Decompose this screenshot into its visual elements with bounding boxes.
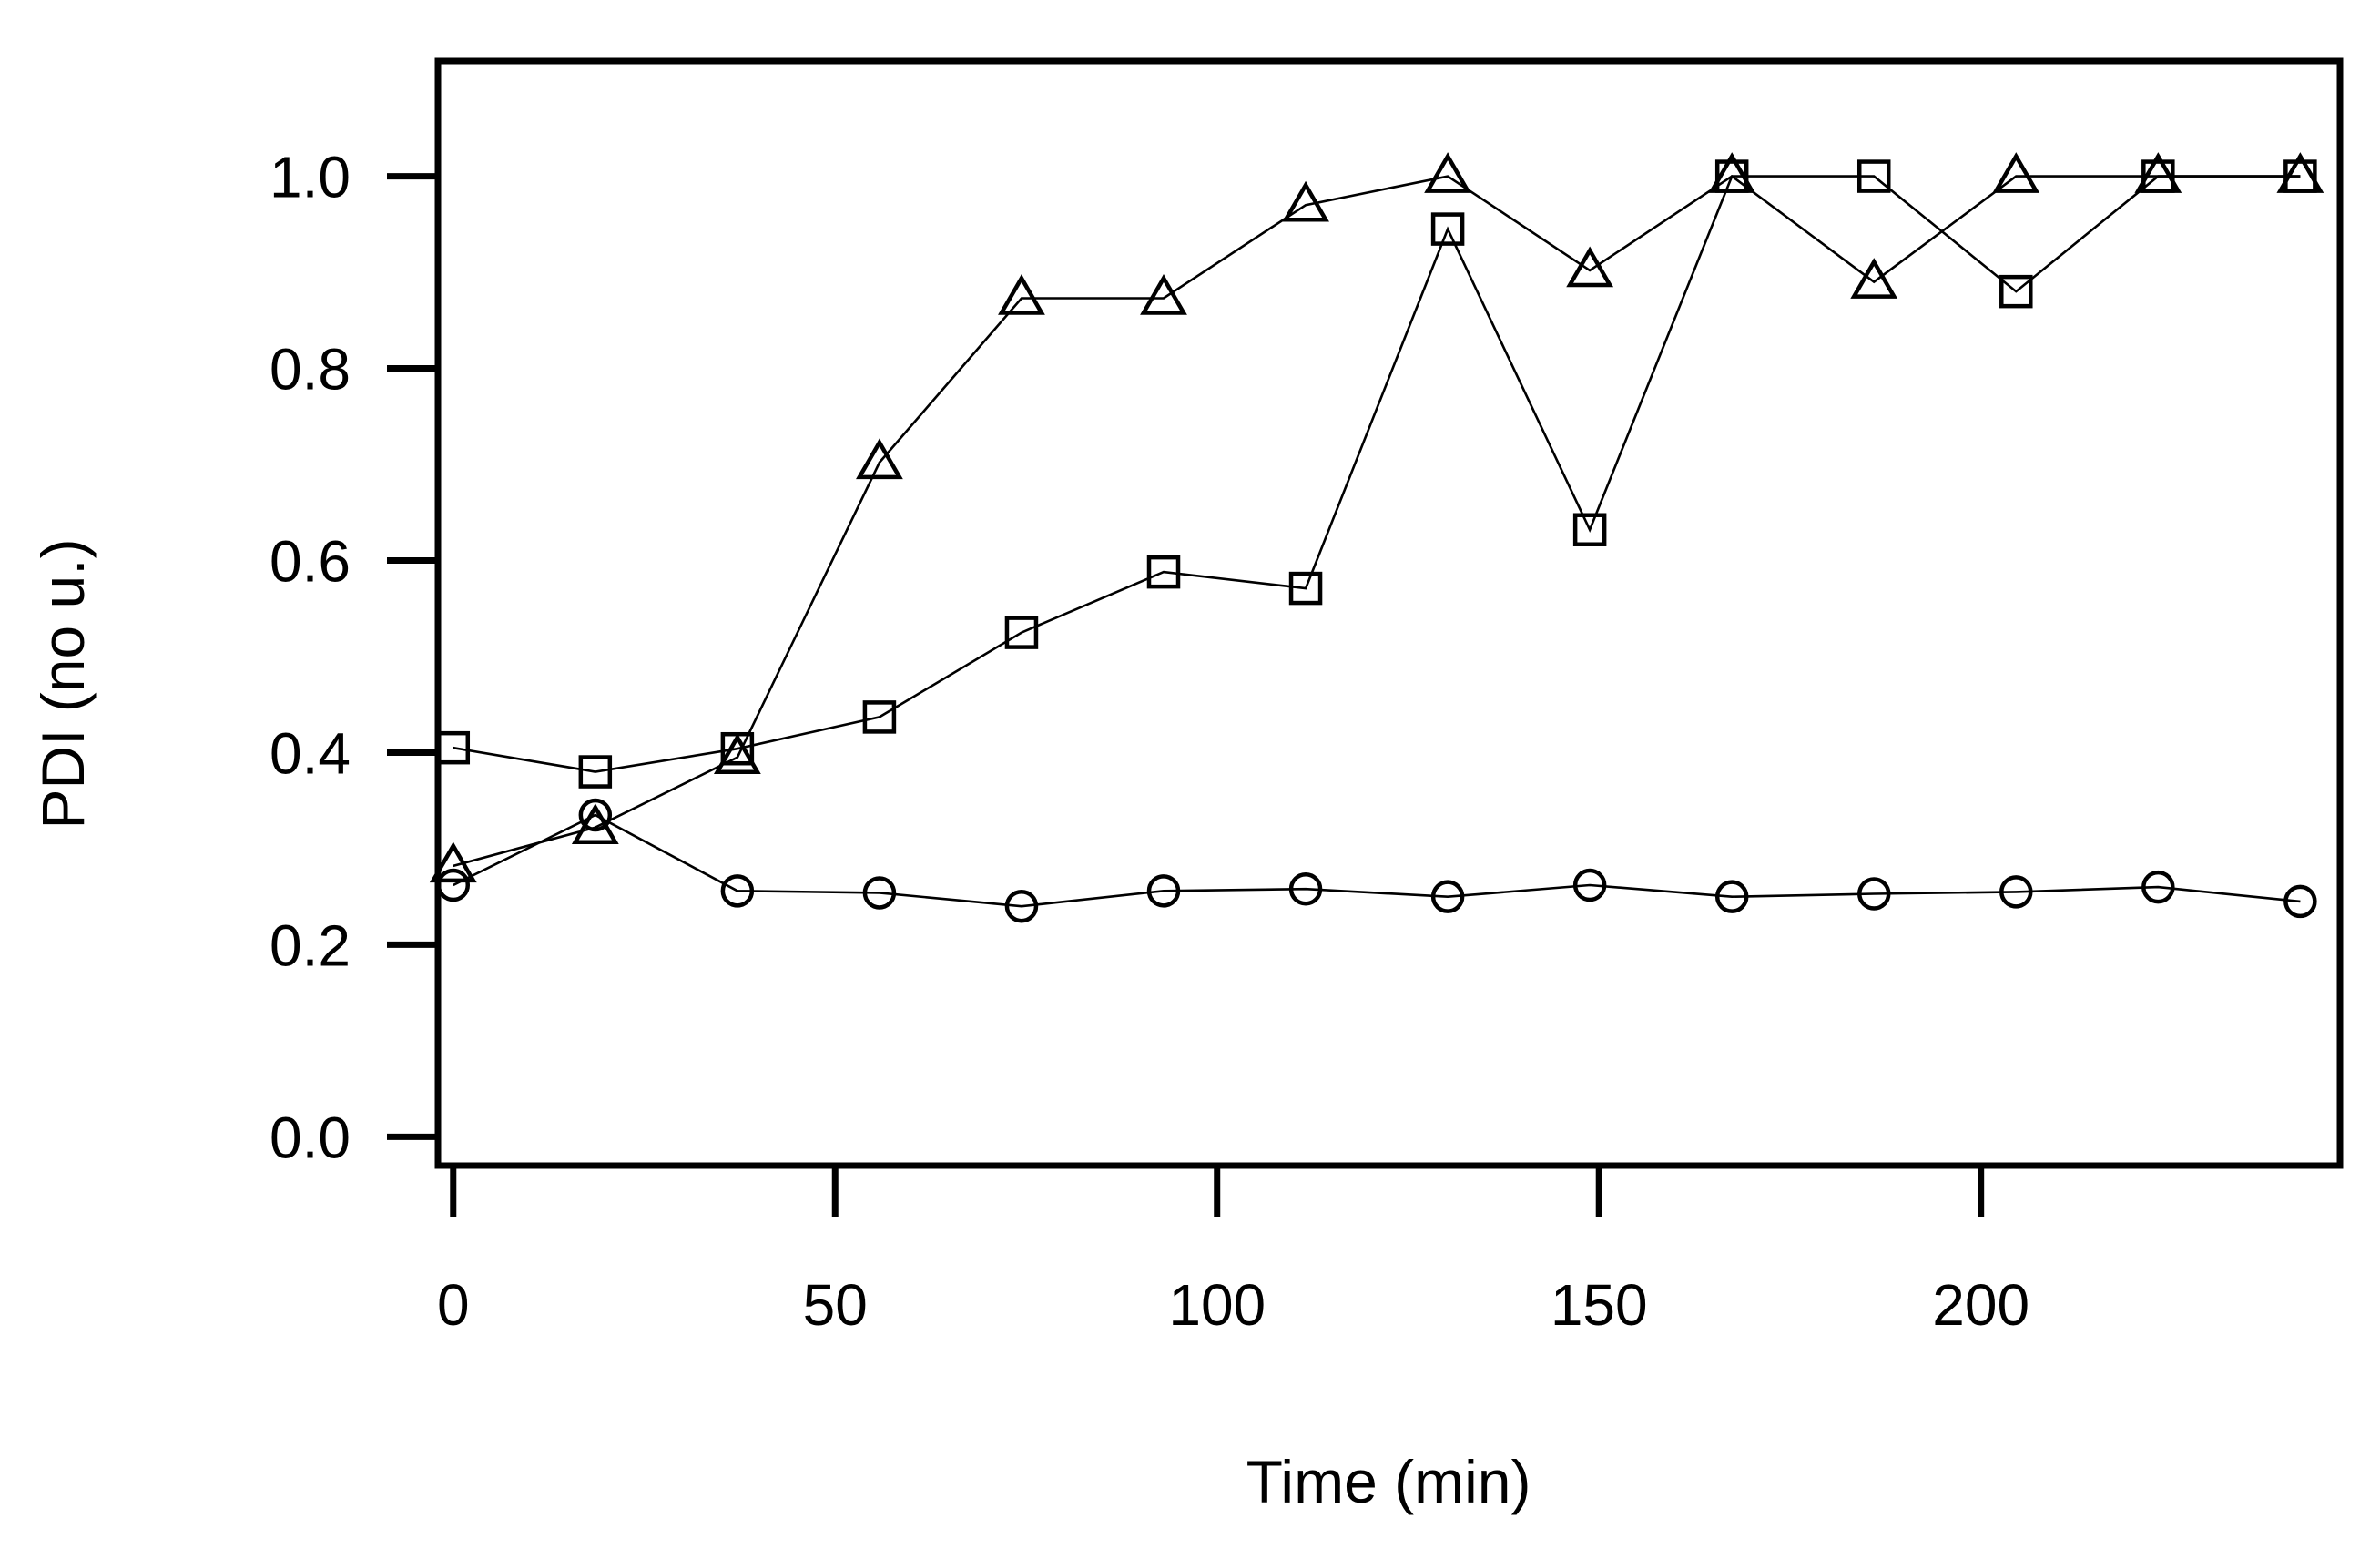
- series-circles: [436, 798, 2317, 923]
- circle-point-8: [1572, 868, 1607, 902]
- triangle-point-11: [1992, 152, 2040, 193]
- circle-point-2: [720, 874, 755, 908]
- circle-point-1: [578, 798, 613, 832]
- y-tick-label-0.2: 0.2: [270, 912, 351, 978]
- square-point-5: [1146, 555, 1181, 589]
- y-tick-label-1.0: 1.0: [270, 145, 351, 210]
- triangle-point-12: [2134, 152, 2182, 193]
- square-point-8: [1572, 513, 1607, 546]
- series-triangles: [429, 152, 2324, 883]
- triangle-point-7: [1424, 152, 1472, 193]
- y-tick-label-0.6: 0.6: [270, 528, 351, 594]
- triangle-point-13: [2276, 152, 2324, 193]
- circle-point-4: [1004, 889, 1039, 923]
- x-axis-title: Time (min): [1246, 1448, 1531, 1515]
- triangle-point-3: [856, 438, 903, 480]
- triangle-point-2: [713, 733, 761, 774]
- y-axis: 0.0 0.2 0.4 0.6 0.8 1.0: [270, 145, 438, 1170]
- square-point-0: [436, 730, 471, 765]
- x-tick-label-50: 50: [803, 1272, 868, 1338]
- x-tick-label-200: 200: [1932, 1272, 2029, 1338]
- square-point-1: [578, 755, 613, 789]
- triangle-point-4: [998, 274, 1045, 315]
- x-tick-label-0: 0: [437, 1272, 470, 1338]
- circle-point-3: [862, 876, 897, 910]
- triangle-point-6: [1282, 180, 1329, 222]
- square-point-10: [1856, 159, 1891, 193]
- circle-point-12: [2141, 870, 2175, 904]
- y-tick-label-0.0: 0.0: [270, 1105, 351, 1170]
- circle-point-0: [436, 868, 471, 902]
- circle-point-11: [1999, 875, 2033, 909]
- x-tick-label-100: 100: [1168, 1272, 1266, 1338]
- y-axis-title: PDI (no u.): [29, 538, 97, 829]
- x-tick-label-150: 150: [1551, 1272, 1648, 1338]
- y-tick-label-0.4: 0.4: [270, 720, 351, 786]
- series-squares: [436, 159, 2317, 789]
- square-point-6: [1288, 571, 1323, 606]
- series-line-triangles: [453, 175, 2301, 868]
- triangle-point-8: [1566, 246, 1614, 288]
- plot-frame: [434, 57, 2344, 1169]
- x-axis: 0 50 100 150 200: [437, 1166, 2029, 1338]
- circle-point-5: [1146, 874, 1181, 908]
- square-point-4: [1004, 616, 1039, 649]
- square-point-11: [1999, 274, 2033, 309]
- triangle-point-9: [1708, 152, 1756, 193]
- circle-point-10: [1856, 877, 1891, 911]
- series-line-squares: [453, 175, 2301, 773]
- series-line-circles: [453, 813, 2301, 908]
- series-layer: [429, 152, 2324, 923]
- square-point-3: [862, 700, 897, 734]
- triangle-point-10: [1850, 258, 1898, 299]
- triangle-point-0: [429, 841, 477, 883]
- square-point-7: [1430, 212, 1465, 246]
- y-tick-label-0.8: 0.8: [270, 337, 351, 402]
- triangle-point-5: [1140, 274, 1187, 315]
- circle-point-13: [2283, 884, 2317, 919]
- circle-point-6: [1288, 871, 1323, 906]
- circle-point-7: [1430, 880, 1465, 913]
- circle-point-9: [1714, 880, 1749, 913]
- triangle-point-1: [571, 803, 619, 844]
